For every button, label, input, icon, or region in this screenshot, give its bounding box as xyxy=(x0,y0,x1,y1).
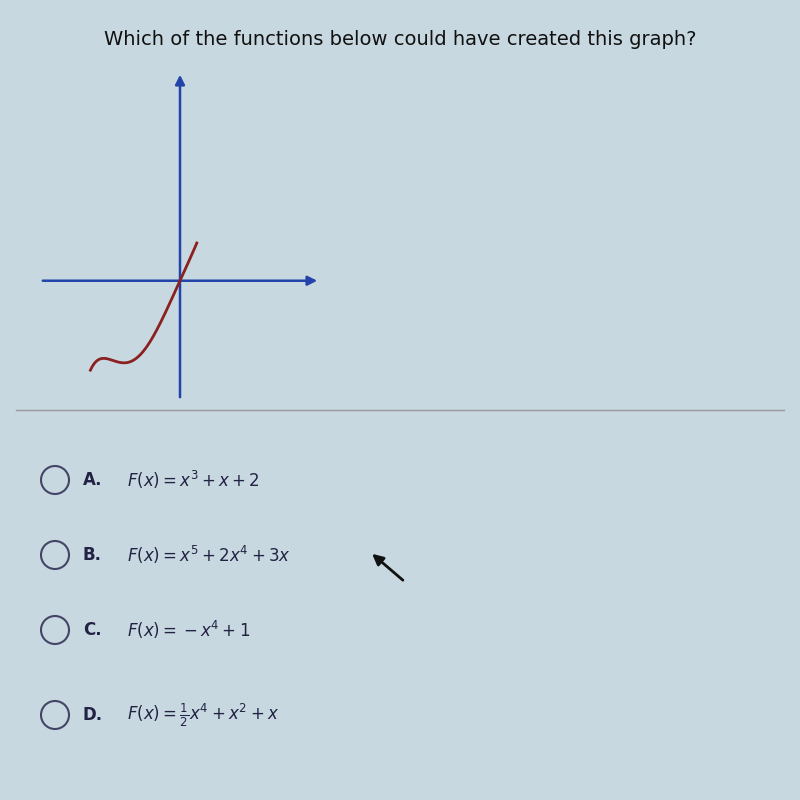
Text: $F(x)=\frac{1}{2}x^4+x^2+x$: $F(x)=\frac{1}{2}x^4+x^2+x$ xyxy=(127,702,279,729)
Text: B.: B. xyxy=(83,546,102,564)
Text: Which of the functions below could have created this graph?: Which of the functions below could have … xyxy=(104,30,696,49)
Text: $F(x)=x^5+2x^4+3x$: $F(x)=x^5+2x^4+3x$ xyxy=(127,544,291,566)
Text: A.: A. xyxy=(83,471,102,489)
Text: C.: C. xyxy=(83,621,102,639)
Text: D.: D. xyxy=(83,706,103,724)
Text: $F(x)=-x^4+1$: $F(x)=-x^4+1$ xyxy=(127,619,250,641)
Text: $F(x)=x^3+x+2$: $F(x)=x^3+x+2$ xyxy=(127,469,260,491)
